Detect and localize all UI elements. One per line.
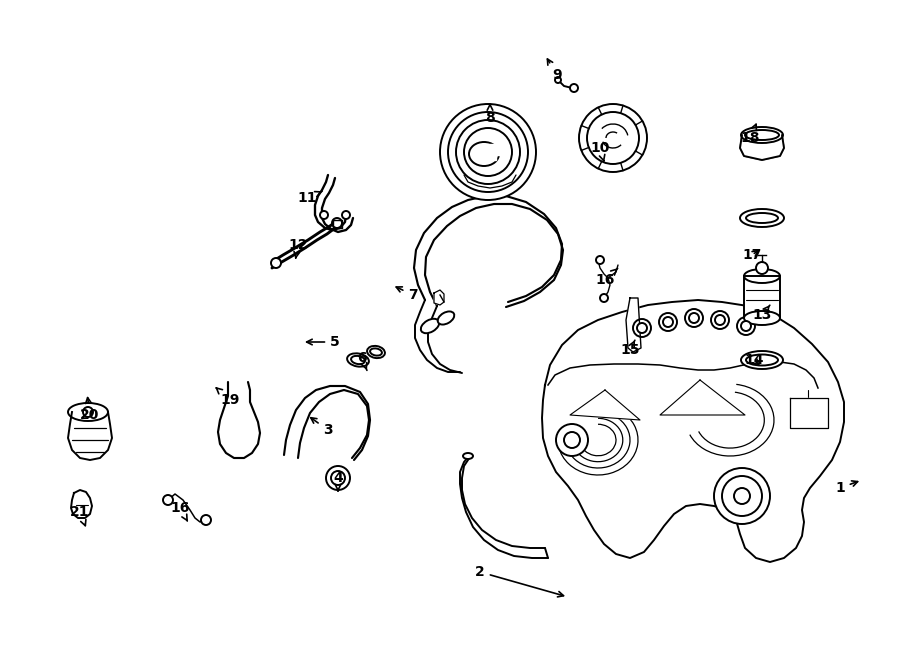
Circle shape xyxy=(201,515,211,525)
Polygon shape xyxy=(68,412,112,460)
Polygon shape xyxy=(484,144,504,160)
Circle shape xyxy=(596,256,604,264)
Circle shape xyxy=(637,323,647,333)
Ellipse shape xyxy=(745,130,779,140)
Circle shape xyxy=(483,147,493,157)
Ellipse shape xyxy=(741,127,783,143)
Circle shape xyxy=(587,112,639,164)
Circle shape xyxy=(685,309,703,327)
Circle shape xyxy=(556,424,588,456)
Ellipse shape xyxy=(469,142,499,166)
Polygon shape xyxy=(542,300,844,562)
Polygon shape xyxy=(626,298,641,352)
Polygon shape xyxy=(434,290,444,305)
Polygon shape xyxy=(744,276,780,318)
Ellipse shape xyxy=(370,348,382,356)
Text: 17: 17 xyxy=(742,248,761,262)
Polygon shape xyxy=(460,455,548,558)
Ellipse shape xyxy=(463,453,473,459)
Circle shape xyxy=(722,476,762,516)
Text: 3: 3 xyxy=(310,418,333,437)
Circle shape xyxy=(734,488,750,504)
Ellipse shape xyxy=(351,356,364,364)
Circle shape xyxy=(714,468,770,524)
Circle shape xyxy=(579,104,647,172)
Text: 1: 1 xyxy=(835,481,858,495)
Text: 4: 4 xyxy=(333,471,343,491)
Text: 10: 10 xyxy=(590,141,609,161)
Circle shape xyxy=(555,77,561,83)
Circle shape xyxy=(711,311,729,329)
Ellipse shape xyxy=(347,354,369,367)
Circle shape xyxy=(163,495,173,505)
Circle shape xyxy=(83,407,93,417)
Circle shape xyxy=(741,321,751,331)
Circle shape xyxy=(332,218,342,228)
Text: 15: 15 xyxy=(620,340,640,357)
Polygon shape xyxy=(284,386,370,460)
Polygon shape xyxy=(570,390,640,420)
Ellipse shape xyxy=(367,346,385,358)
Circle shape xyxy=(663,317,673,327)
Polygon shape xyxy=(790,398,828,428)
Circle shape xyxy=(564,432,580,448)
Circle shape xyxy=(271,258,281,268)
Ellipse shape xyxy=(746,354,778,366)
Ellipse shape xyxy=(68,403,108,421)
Text: 21: 21 xyxy=(70,505,90,525)
Text: 18: 18 xyxy=(740,124,760,145)
Ellipse shape xyxy=(437,311,454,325)
Circle shape xyxy=(440,104,536,200)
Circle shape xyxy=(326,466,350,490)
Text: 14: 14 xyxy=(744,353,764,367)
Polygon shape xyxy=(71,490,92,518)
Circle shape xyxy=(659,313,677,331)
Text: 9: 9 xyxy=(547,59,562,82)
Text: 19: 19 xyxy=(216,388,239,407)
Text: 11: 11 xyxy=(297,191,322,205)
Ellipse shape xyxy=(421,319,439,333)
Text: 7: 7 xyxy=(396,287,418,302)
Circle shape xyxy=(448,112,528,192)
Text: 6: 6 xyxy=(357,351,367,370)
Circle shape xyxy=(600,294,608,302)
Polygon shape xyxy=(740,135,784,160)
Circle shape xyxy=(456,120,520,184)
Circle shape xyxy=(570,84,578,92)
Circle shape xyxy=(331,471,345,485)
Polygon shape xyxy=(660,380,745,415)
Circle shape xyxy=(756,262,768,274)
Ellipse shape xyxy=(746,213,778,223)
Polygon shape xyxy=(414,196,563,307)
Ellipse shape xyxy=(744,269,780,283)
Ellipse shape xyxy=(741,351,783,369)
Circle shape xyxy=(689,313,699,323)
Text: 5: 5 xyxy=(307,335,340,349)
Circle shape xyxy=(342,211,350,219)
Circle shape xyxy=(715,315,725,325)
Text: 8: 8 xyxy=(485,104,495,125)
Circle shape xyxy=(737,317,755,335)
Text: 20: 20 xyxy=(80,398,100,422)
Ellipse shape xyxy=(740,209,784,227)
Circle shape xyxy=(320,211,328,219)
Text: 16: 16 xyxy=(170,501,190,521)
Text: 13: 13 xyxy=(752,305,771,322)
Ellipse shape xyxy=(744,311,780,325)
Circle shape xyxy=(633,319,651,337)
Text: 16: 16 xyxy=(595,268,617,287)
Text: 12: 12 xyxy=(288,238,308,258)
Circle shape xyxy=(464,128,512,176)
Text: 2: 2 xyxy=(475,565,563,597)
